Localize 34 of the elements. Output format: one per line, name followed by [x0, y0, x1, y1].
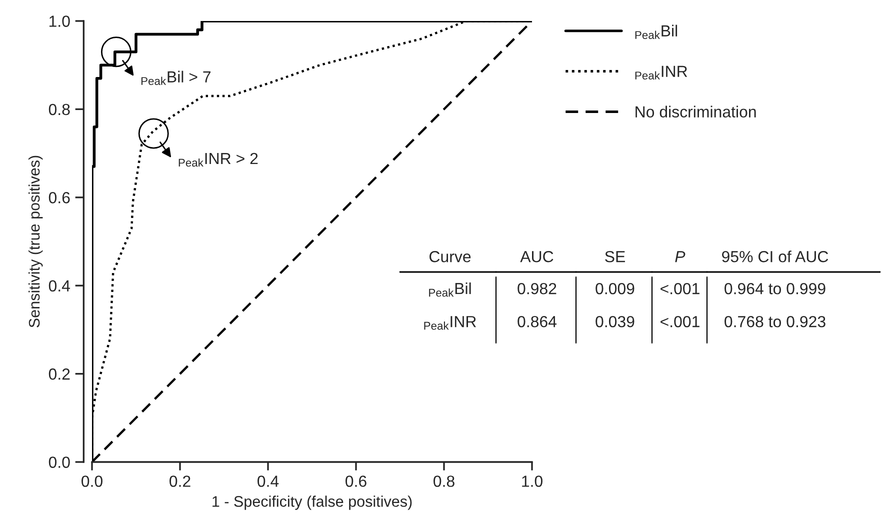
x-axis-title: 1 - Specificity (false positives) — [212, 496, 412, 510]
text: 95% CI of AUC — [722, 250, 828, 262]
x-tick-label: 0.6 — [346, 476, 366, 487]
text: 0.768 to 0.923 — [724, 316, 826, 328]
legend-label: $_{Peak}$Bil — [635, 24, 678, 40]
annotation: 0.864 — [518, 316, 557, 328]
y-tick-label: 1.0 — [49, 16, 70, 27]
annotation: 0.982 — [518, 282, 556, 294]
legend-label: $_{Peak}$INR — [635, 66, 688, 80]
text: P — [675, 251, 686, 262]
annotation: $_{Peak}$INR > 2 — [178, 152, 258, 167]
x-tick-label: 0.0 — [82, 476, 102, 487]
legend-label: No discrimination — [636, 106, 756, 118]
y-tick-label: 0.0 — [48, 456, 70, 468]
text: 0.009 — [596, 282, 634, 294]
x-tick-label: 1.0 — [522, 476, 542, 487]
text: <.001 — [660, 316, 700, 328]
text: <.001 — [660, 282, 700, 294]
y-tick-label: 0.2 — [48, 368, 70, 380]
y-tick-label: 0.4 — [48, 280, 70, 292]
annotation: AUC — [520, 250, 554, 262]
annotation: $_{Peak}$Bil — [429, 282, 471, 297]
annotation: Curve — [430, 250, 471, 262]
x-tick-label: 0.8 — [434, 476, 454, 487]
text: SE — [605, 250, 625, 262]
y-tick-label: 0.8 — [48, 104, 70, 116]
text: 0.964 to 0.999 — [724, 282, 826, 294]
y-tick-label: 0.6 — [48, 192, 70, 204]
x-tick-label: 0.2 — [170, 476, 190, 487]
annotation: $_{Peak}$INR — [424, 316, 476, 330]
text: 0.039 — [596, 316, 634, 328]
annotation: $_{Peak}$Bil > 7 — [141, 70, 210, 86]
x-tick-label: 0.4 — [258, 476, 279, 487]
y-axis-title: Sensitivity (true positives) — [28, 156, 43, 328]
